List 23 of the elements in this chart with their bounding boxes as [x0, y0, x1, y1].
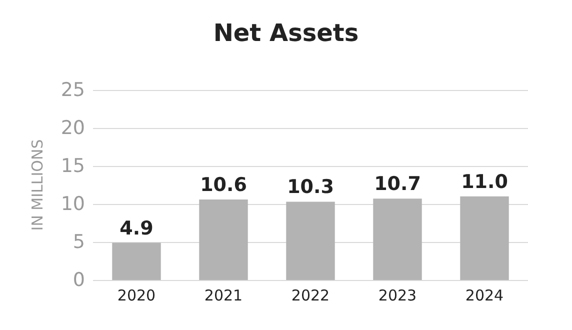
chart-title: Net Assets: [213, 19, 359, 47]
bar: [199, 199, 248, 280]
bar: [112, 242, 161, 280]
bar: [286, 202, 335, 280]
bar: [373, 198, 422, 280]
y-tick-label: 20: [60, 117, 85, 139]
x-tick-label: 2021: [204, 286, 243, 304]
x-tick-label: 2022: [291, 286, 330, 304]
bar: [460, 196, 509, 280]
x-tick-label: 2020: [117, 286, 156, 304]
x-tick-label: 2024: [465, 286, 504, 304]
y-tick-label: 10: [60, 193, 85, 215]
y-tick-label: 0: [72, 269, 85, 291]
data-label: 11.0: [461, 170, 508, 193]
data-label: 4.9: [120, 217, 154, 240]
y-tick-label: 15: [60, 155, 85, 177]
data-label: 10.7: [374, 173, 421, 196]
y-tick-label: 5: [72, 231, 85, 253]
data-label: 10.3: [287, 176, 334, 198]
y-tick-label: 25: [60, 79, 85, 101]
y-axis-title: IN MILLIONS: [28, 139, 46, 231]
data-label: 10.6: [200, 174, 247, 196]
x-tick-label: 2023: [378, 286, 417, 304]
